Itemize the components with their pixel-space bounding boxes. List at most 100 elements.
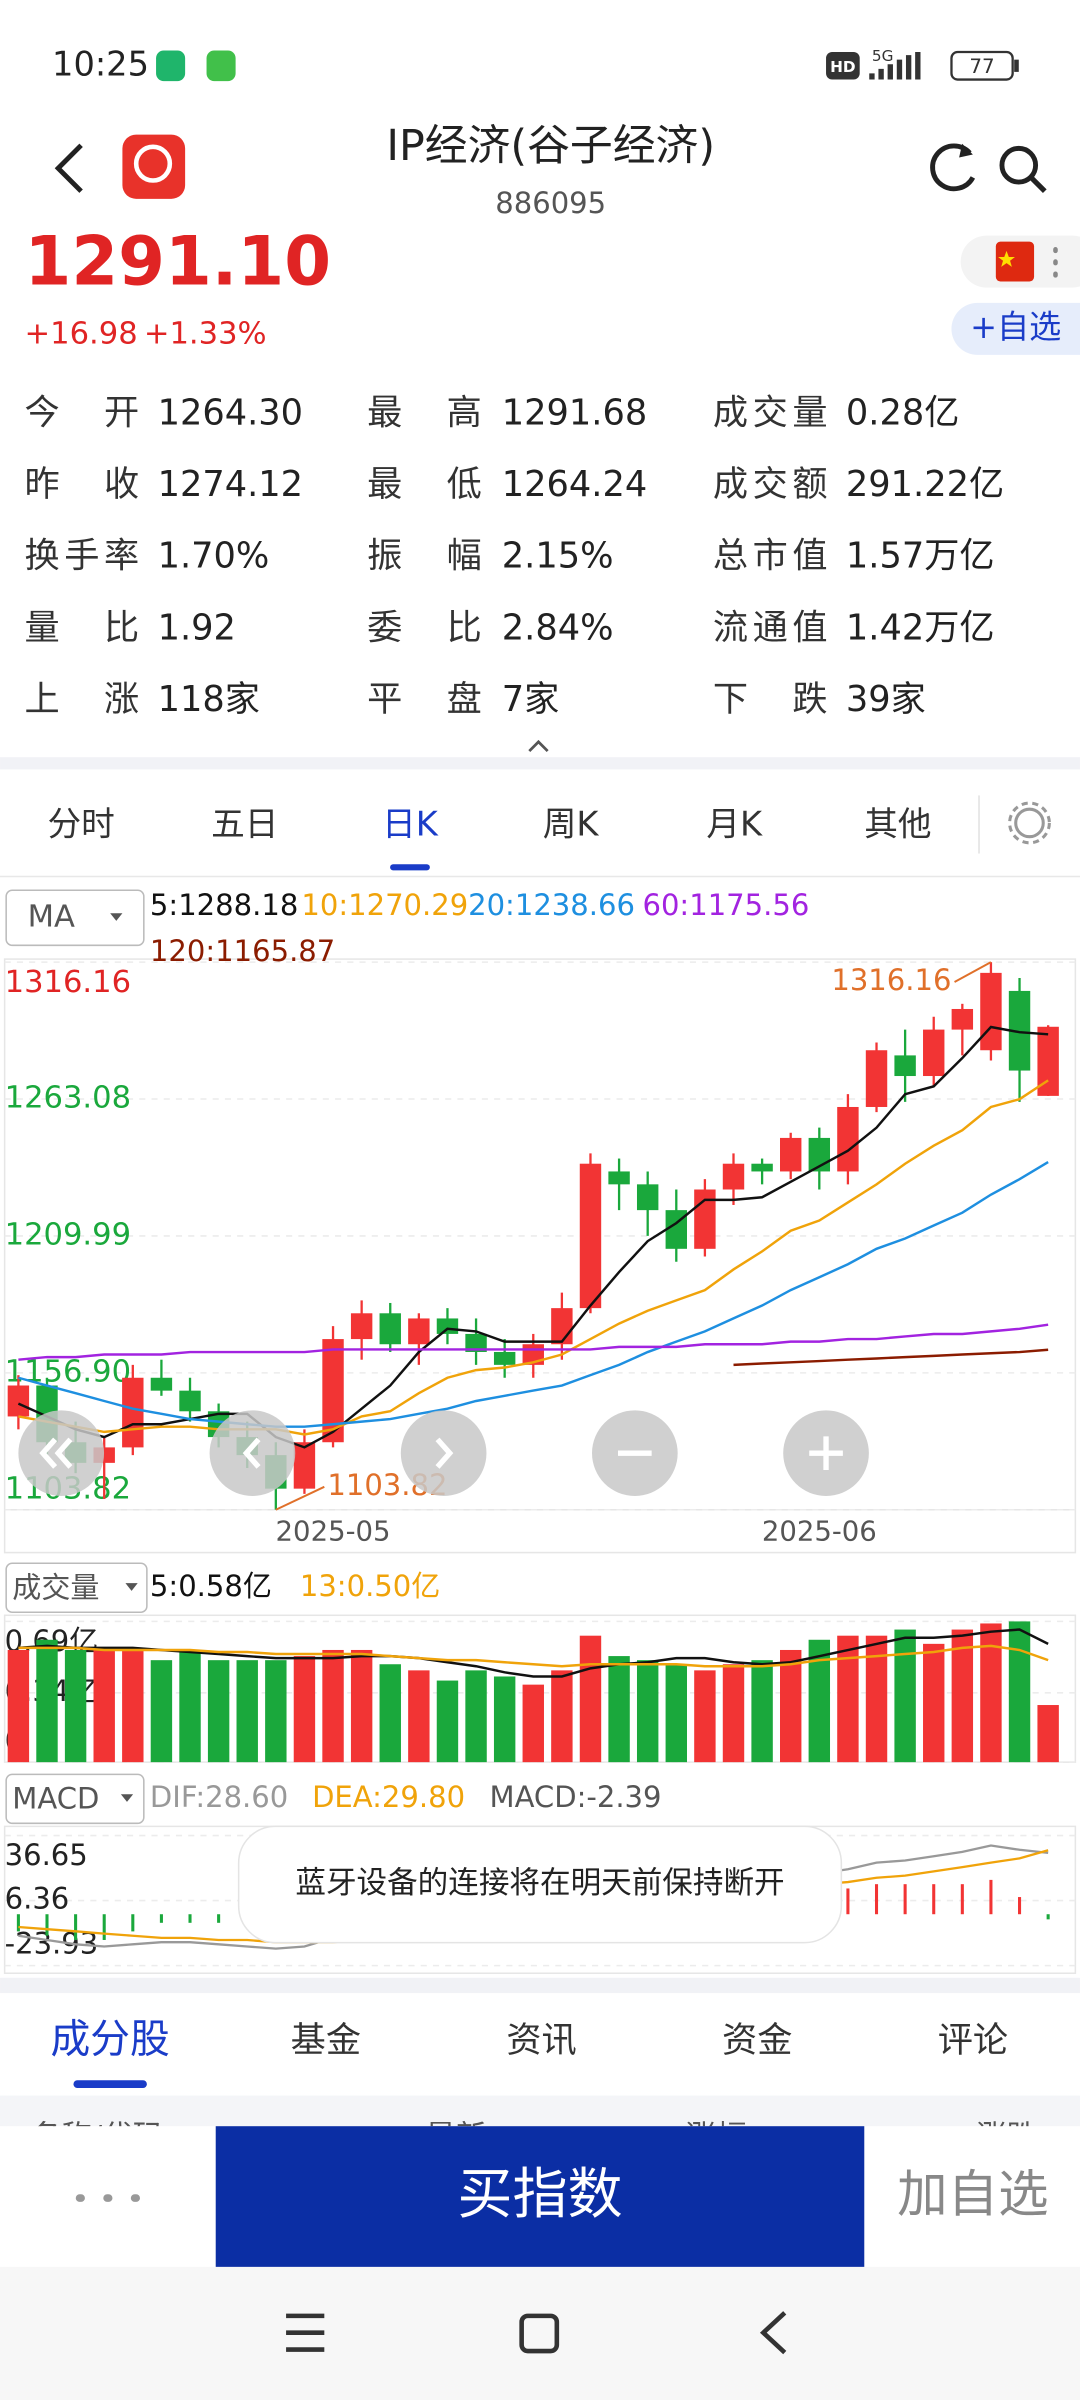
volume-bar (322, 1649, 344, 1763)
macd-legend: MACD:-2.39 (490, 1780, 662, 1814)
scroll-left[interactable] (209, 1410, 296, 1496)
nav-bar (0, 2266, 1080, 2400)
volume-select[interactable] (5, 1562, 148, 1614)
volume-bar (808, 1639, 831, 1763)
volume-bar (408, 1670, 430, 1763)
ma-legend: 20:1238.66 (468, 888, 635, 922)
max-pointer (954, 961, 992, 983)
add-watch[interactable]: 加自选 (897, 2165, 1048, 2224)
candle-body (436, 1318, 459, 1334)
volume-ma-legend: 13:0.50亿 (300, 1569, 440, 1603)
volume-bar (36, 1639, 58, 1763)
search-button[interactable] (999, 145, 1039, 185)
watch-button-label[interactable]: +自选 (970, 308, 1061, 346)
candle-body (465, 1333, 487, 1352)
period-tab[interactable]: 周K (543, 805, 600, 844)
period-tab[interactable]: 月K (706, 805, 763, 844)
nav-menu[interactable] (286, 2313, 325, 2352)
stat-value: 39家 (846, 679, 926, 720)
bottom-tab[interactable]: 资金 (722, 2020, 792, 2061)
candle-body (923, 1029, 945, 1077)
macd-legend: DEA:29.80 (312, 1780, 465, 1814)
signal (869, 52, 921, 80)
scroll-right[interactable] (400, 1410, 487, 1496)
volume-bar (93, 1649, 115, 1763)
candle-body (350, 1313, 373, 1340)
stat-value: 1274.12 (158, 464, 303, 505)
candle-body (122, 1377, 144, 1448)
volume-ma-legend: 5:0.58亿 (150, 1569, 272, 1603)
stat-label: 流通值 (713, 607, 828, 648)
period-tab[interactable]: 五日 (211, 805, 278, 844)
bottom-tabs: 成分股 基金 资讯 资金 评论 (51, 2017, 1008, 2088)
macd-bar (217, 1914, 221, 1923)
stat-value: 1291.68 (502, 393, 647, 434)
macd-bar (45, 1914, 49, 1936)
volume-ma-line (18, 1644, 1049, 1668)
macd-bar (159, 1914, 163, 1923)
volume-bar (293, 1656, 316, 1763)
macd-legend: DIF:28.60 (150, 1780, 288, 1814)
macd-select[interactable] (5, 1773, 145, 1825)
battery-level: 77 (969, 55, 994, 78)
y-tick-label: 1209.99 (5, 1217, 131, 1252)
back-button[interactable] (54, 143, 83, 193)
candle-body (551, 1308, 573, 1345)
stat-value: 118家 (158, 679, 260, 720)
volume-bar (179, 1649, 201, 1763)
select-arrow (110, 913, 123, 921)
volume-bar (236, 1660, 258, 1763)
volume-bar (379, 1664, 401, 1763)
flag (995, 241, 1035, 282)
nav-back[interactable] (759, 2311, 787, 2355)
period-tab[interactable]: 分时 (47, 805, 114, 844)
candle-body (722, 1163, 745, 1190)
macd-bar (989, 1879, 993, 1915)
kline-frame (3, 958, 1077, 1554)
macd-label: MACD (12, 1781, 99, 1815)
volume-bar (665, 1664, 687, 1763)
buy-label[interactable]: 买指数 (457, 2162, 622, 2226)
candle-body (1037, 1026, 1059, 1096)
bottom-tab[interactable]: 基金 (291, 2020, 361, 2061)
tab-indicator (73, 2080, 147, 2088)
period-tab[interactable]: 日K (382, 805, 439, 844)
settings-button[interactable] (1014, 807, 1045, 839)
macd-bar (131, 1914, 135, 1932)
change: +16.98 (25, 316, 138, 351)
candle-body (408, 1318, 430, 1345)
code: 886095 (495, 186, 606, 220)
volume-bar (265, 1660, 287, 1763)
candle-body (579, 1163, 602, 1309)
change-pct: +1.33% (144, 316, 267, 351)
volume-label: 成交量 (12, 1570, 99, 1604)
candle-body (751, 1163, 773, 1172)
battery (950, 50, 1014, 81)
collapse-caret[interactable] (528, 739, 549, 753)
volume-bar (923, 1643, 945, 1763)
macd-bar (102, 1914, 106, 1940)
bottom-tab[interactable]: 成分股 (51, 2017, 170, 2063)
x-tick-label: 2025-06 (762, 1516, 877, 1548)
nav-home[interactable] (519, 2313, 560, 2354)
buy-button[interactable] (215, 2126, 865, 2267)
watch-button[interactable] (951, 302, 1080, 355)
stat-value: 2.15% (502, 536, 614, 577)
volume-bar (551, 1670, 573, 1763)
bottom-tab[interactable]: 资讯 (506, 2020, 576, 2061)
bottom-tab[interactable]: 评论 (938, 2020, 1008, 2061)
chart: 1316.161263.081209.991156.901103.820.69亿… (5, 888, 1076, 1967)
indicator-select[interactable] (5, 889, 145, 947)
period-tab[interactable]: 其他 (864, 805, 931, 844)
status-icon (206, 50, 236, 82)
volume-bar (608, 1656, 630, 1763)
candle-body (951, 1008, 974, 1030)
min-pointer (275, 1485, 325, 1511)
macd-bar (846, 1888, 850, 1915)
ma-legend: 5:1288.18 (150, 888, 298, 922)
y-tick-label: 1263.08 (5, 1081, 131, 1116)
stat-value: 0.28亿 (846, 393, 960, 434)
refresh-button[interactable] (930, 143, 976, 192)
stat-label: 总市值 (713, 536, 828, 577)
